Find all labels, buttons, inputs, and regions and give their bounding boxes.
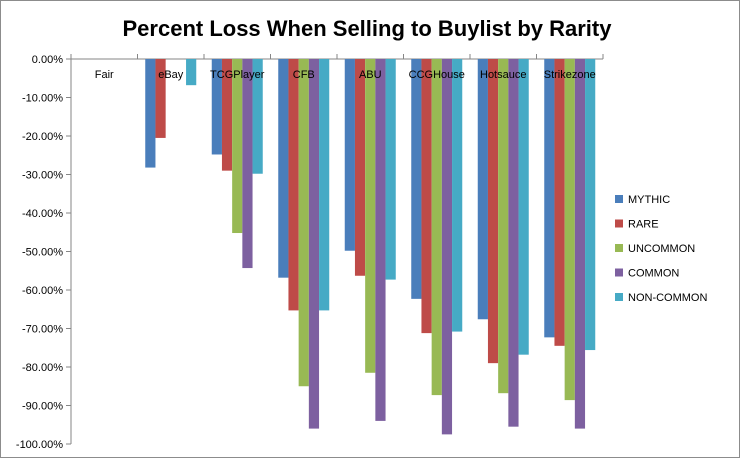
bar-common-cfb	[308, 59, 320, 429]
bar-mythic-strikezone	[544, 59, 555, 338]
y-tick-label: 0.00%	[32, 54, 63, 66]
bar-rare-tcgplayer	[221, 59, 233, 171]
bar-mythic-hotsauce	[477, 59, 488, 320]
y-tick-label: -80.00%	[22, 362, 63, 374]
category-label: Hotsauce	[480, 69, 526, 81]
legend: MYTHIC RARE UNCOMMON COMMON NON-COMMON	[615, 194, 707, 304]
bar-rare-ebay	[155, 59, 166, 138]
bar-rare-abu	[354, 59, 366, 276]
category-label: TCGPlayer	[210, 69, 265, 81]
bar-rare-cfb	[288, 59, 299, 311]
bar-non-common-ccghouse	[452, 59, 463, 332]
legend-swatch-common	[615, 268, 623, 277]
category-label: eBay	[158, 69, 184, 81]
category-label: ABU	[359, 69, 382, 81]
bar-non-common-strikezone	[585, 59, 596, 351]
bar-rare-strikezone	[554, 59, 565, 346]
bar-uncommon-abu	[365, 59, 376, 373]
y-tick-label: -20.00%	[22, 131, 63, 143]
bar-non-common-ebay	[186, 59, 197, 86]
bar-rare-hotsauce	[487, 59, 499, 364]
y-tick-label: -50.00%	[22, 247, 63, 259]
legend-swatch-non-common	[615, 293, 623, 301]
category-label: Strikezone	[544, 69, 596, 81]
y-tick-label: -40.00%	[22, 208, 63, 220]
legend-label-non-common: NON-COMMON	[628, 292, 707, 304]
bar-non-common-tcgplayer	[252, 59, 263, 174]
bar-mythic-ebay	[145, 59, 156, 168]
bar-common-abu	[375, 59, 386, 421]
legend-label-mythic: MYTHIC	[628, 194, 670, 206]
legend-label-uncommon: UNCOMMON	[628, 243, 695, 255]
y-tick-label: -70.00%	[22, 324, 63, 336]
legend-swatch-rare	[615, 219, 623, 228]
legend-swatch-uncommon	[615, 244, 623, 252]
category-label: CFB	[293, 69, 315, 81]
legend-label-rare: RARE	[628, 219, 659, 231]
bar-mythic-abu	[344, 59, 355, 251]
bar-mythic-ccghouse	[411, 59, 422, 299]
y-tick-label: -60.00%	[22, 285, 63, 297]
bar-common-ccghouse	[441, 59, 453, 435]
bar-uncommon-cfb	[298, 59, 309, 387]
category-label: CCGHouse	[409, 69, 465, 81]
bar-rare-ccghouse	[421, 59, 432, 334]
plot-area: 0.00% -10.00% -20.00% -30.00% -40.00% -50.00%…	[16, 54, 604, 451]
bar-non-common-abu	[385, 59, 396, 280]
category-label: Fair	[95, 69, 114, 81]
y-tick-label: -90.00%	[22, 401, 63, 413]
legend-swatch-mythic	[615, 195, 623, 203]
bar-non-common-cfb	[319, 59, 330, 311]
bar-uncommon-ccghouse	[431, 59, 442, 396]
chart-title: Percent Loss When Selling to Buylist by …	[123, 16, 613, 41]
y-tick-label: -30.00%	[22, 170, 63, 182]
bar-common-strikezone	[574, 59, 586, 429]
bar-mythic-tcgplayer	[211, 59, 222, 155]
bar-uncommon-strikezone	[564, 59, 575, 401]
bar-common-hotsauce	[508, 59, 519, 427]
bar-common-tcgplayer	[242, 59, 253, 269]
bar-non-common-hotsauce	[518, 59, 529, 355]
y-tick-label: -10.00%	[22, 93, 63, 105]
bar-uncommon-hotsauce	[498, 59, 509, 394]
bar-mythic-cfb	[278, 59, 289, 278]
bar-uncommon-tcgplayer	[232, 59, 243, 234]
legend-label-common: COMMON	[628, 268, 679, 280]
y-tick-label: -100.00%	[16, 439, 63, 451]
